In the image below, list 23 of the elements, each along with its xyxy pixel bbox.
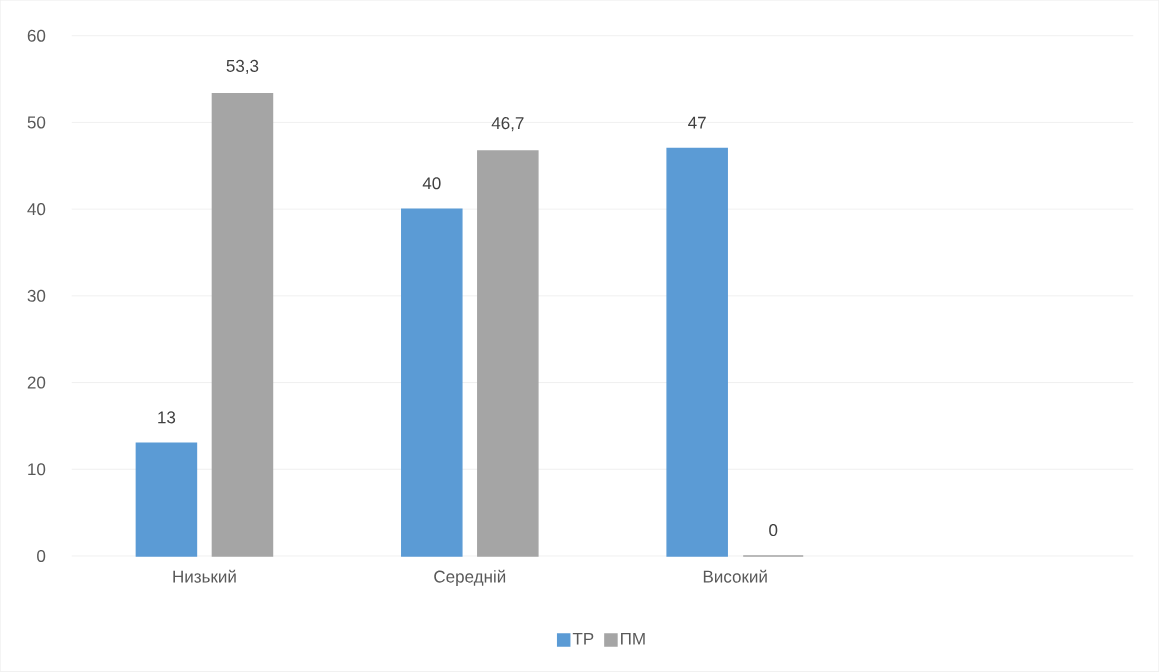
data-label: 47 [688, 116, 706, 129]
bar [666, 147, 728, 557]
data-label: 40 [422, 177, 441, 190]
y-tick-label: 40 [27, 203, 46, 216]
y-tick-label: 60 [27, 29, 46, 42]
data-label: 46,7 [491, 117, 524, 132]
bar [477, 150, 539, 557]
y-tick-label: 10 [28, 463, 46, 476]
bar [135, 442, 198, 557]
y-tick-label: 30 [27, 289, 46, 302]
data-label: 13 [158, 411, 176, 424]
x-tick-label: Низький [173, 569, 236, 583]
y-tick-label: 50 [27, 116, 46, 129]
y-tick-label: 20 [27, 376, 46, 389]
bar [401, 208, 463, 557]
legend-label: ПМ [621, 633, 645, 645]
y-tick-label: 0 [37, 550, 46, 563]
bar [211, 93, 274, 557]
x-tick-label: Високий [703, 569, 767, 583]
data-label: 53,3 [226, 60, 259, 75]
data-label: 0 [769, 524, 778, 537]
x-tick-label: Середній [434, 569, 506, 587]
legend-label: ТР [572, 633, 594, 645]
